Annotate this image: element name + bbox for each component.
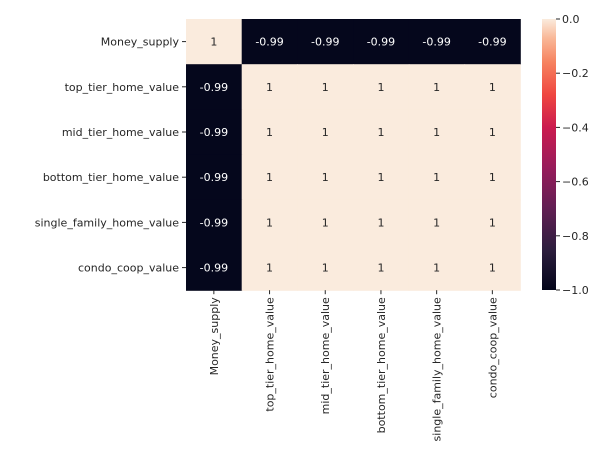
colorbar-tick-label: 0.0 — [562, 13, 580, 26]
cell-annotation: 1 — [266, 262, 273, 275]
row-label: top_tier_home_value — [65, 81, 180, 94]
cell-annotation: 1 — [433, 262, 440, 275]
cell-annotation: 1 — [433, 81, 440, 94]
cell-annotation: 1 — [322, 126, 329, 139]
cell-annotation: 1 — [489, 81, 496, 94]
cell-annotation: 1 — [489, 171, 496, 184]
column-label: bottom_tier_home_value — [375, 297, 388, 433]
cell-annotation: -0.99 — [367, 36, 395, 49]
heatmap-cells: 1 -0.99 -0.99 -0.99 -0.99 -0.99 -0.99 1 1 1 1 1 -0.9… — [186, 19, 521, 291]
cell-annotation: 1 — [377, 126, 384, 139]
row-label: bottom_tier_home_value — [43, 171, 179, 184]
row-label: single_family_home_value — [35, 216, 179, 229]
row-label: condo_coop_value — [78, 262, 179, 275]
cell-annotation: 1 — [322, 81, 329, 94]
cell-annotation: 1 — [266, 216, 273, 229]
cell-annotation: -0.99 — [200, 216, 228, 229]
cell-annotation: 1 — [266, 171, 273, 184]
column-label: Money_supply — [208, 297, 221, 376]
column-label: condo_coop_value — [486, 297, 499, 398]
row-label: mid_tier_home_value — [62, 126, 179, 139]
cell-annotation: 1 — [489, 262, 496, 275]
cell-annotation: 1 — [322, 216, 329, 229]
colorbar-tick-label: −0.8 — [562, 230, 589, 243]
cell-annotation: 1 — [322, 171, 329, 184]
colorbar-ticks: 0.0 −0.2 −0.4 −0.6 −0.8 −1.0 — [556, 13, 589, 297]
colorbar-gradient — [542, 19, 556, 290]
colorbar: 0.0 −0.2 −0.4 −0.6 −0.8 −1.0 — [542, 13, 589, 297]
column-label: mid_tier_home_value — [319, 297, 332, 414]
cell-annotation: 1 — [489, 216, 496, 229]
column-label: top_tier_home_value — [264, 297, 277, 412]
cell-annotation: 1 — [377, 81, 384, 94]
cell-annotation: 1 — [433, 171, 440, 184]
cell-annotation: -0.99 — [200, 171, 228, 184]
colorbar-tick-label: −0.2 — [562, 67, 589, 80]
cell-annotation: 1 — [377, 262, 384, 275]
cell-annotation: -0.99 — [311, 36, 339, 49]
cell-annotation: 1 — [433, 126, 440, 139]
cell-annotation: 1 — [377, 171, 384, 184]
cell-annotation: 1 — [433, 216, 440, 229]
colorbar-tick-label: −0.6 — [562, 176, 589, 189]
cell-annotation: -0.99 — [200, 126, 228, 139]
cell-annotation: -0.99 — [255, 36, 283, 49]
row-label: Money_supply — [101, 36, 180, 49]
column-labels: Money_supply top_tier_home_value mid_tier_… — [208, 290, 500, 441]
colorbar-tick-label: −0.4 — [562, 121, 589, 134]
cell-annotation: 1 — [210, 36, 217, 49]
column-label: single_family_home_value — [431, 297, 444, 441]
cell-annotation: -0.99 — [200, 262, 228, 275]
cell-annotation: 1 — [489, 126, 496, 139]
cell-annotation: 1 — [322, 262, 329, 275]
cell-annotation: 1 — [266, 126, 273, 139]
cell-annotation: -0.99 — [200, 81, 228, 94]
cell-annotation: -0.99 — [422, 36, 450, 49]
cell-annotation: 1 — [266, 81, 273, 94]
colorbar-tick-label: −1.0 — [562, 284, 589, 297]
cell-annotation: -0.99 — [478, 36, 506, 49]
row-labels: Money_supply top_tier_home_value mid_tier_… — [35, 36, 186, 275]
cell-annotation: 1 — [377, 216, 384, 229]
